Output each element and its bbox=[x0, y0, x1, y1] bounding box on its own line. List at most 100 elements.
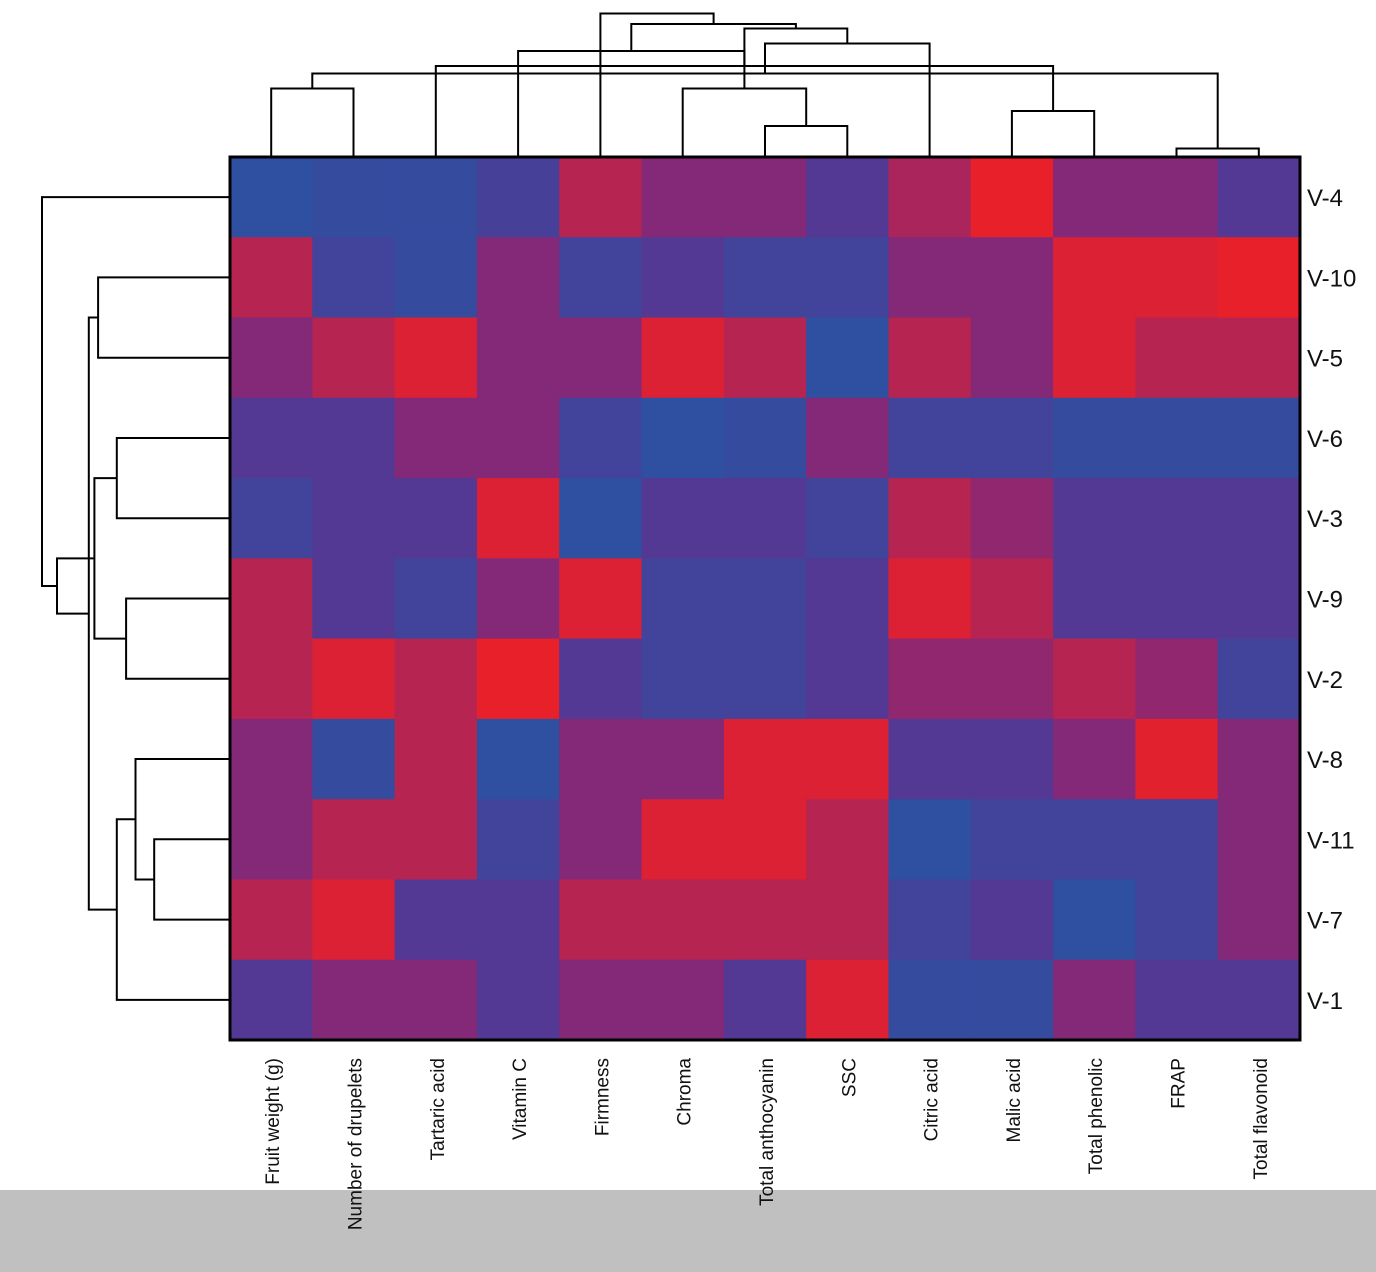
heatmap-cell-V-11-4 bbox=[476, 799, 560, 881]
heatmap-cell-V-7-4 bbox=[476, 879, 560, 961]
column-labels: Fruit weight (g) Number of drupelets Tarta… bbox=[263, 1058, 1272, 1231]
column-dendrogram-branch-2 bbox=[764, 125, 849, 156]
heatmap-cell-V-1-12 bbox=[1135, 959, 1219, 1041]
column-label-1: Fruit weight (g) bbox=[263, 1058, 284, 1185]
heatmap-cell-V-1-13 bbox=[1217, 959, 1301, 1041]
heatmap-cell-V-5-6 bbox=[641, 317, 725, 399]
heatmap-cell-V-11-12 bbox=[1135, 799, 1219, 881]
heatmap-cell-V-7-1 bbox=[230, 879, 313, 961]
heatmap-cell-V-7-13 bbox=[1217, 879, 1301, 961]
heatmap-cell-V-10-2 bbox=[312, 237, 396, 319]
heatmap-cell-V-11-1 bbox=[230, 799, 313, 881]
heatmap-cell-V-10-4 bbox=[476, 237, 560, 319]
heatmap-cell-V-4-12 bbox=[1135, 157, 1219, 238]
heatmap-cell-V-7-7 bbox=[723, 879, 807, 961]
heatmap-cell-V-2-1 bbox=[230, 638, 313, 720]
column-label-4: Vitamin C bbox=[510, 1058, 531, 1140]
heatmap-cell-V-10-10 bbox=[970, 237, 1054, 319]
heatmap-cell-V-4-2 bbox=[312, 157, 396, 238]
heatmap-cell-V-1-1 bbox=[230, 959, 313, 1041]
column-dendrogram-branch-3 bbox=[270, 87, 355, 156]
heatmap-cell-V-6-5 bbox=[559, 397, 643, 479]
heatmap-cell-V-9-4 bbox=[476, 558, 560, 640]
heatmap-cell-V-6-13 bbox=[1217, 397, 1301, 479]
heatmap-cell-V-9-3 bbox=[394, 558, 478, 640]
heatmap-cell-V-5-12 bbox=[1135, 317, 1219, 399]
heatmap-cell-V-5-11 bbox=[1053, 317, 1136, 399]
heatmap-cell-V-10-12 bbox=[1135, 237, 1219, 319]
heatmap-cell-V-10-7 bbox=[723, 237, 807, 319]
row-dendrogram-branch-3 bbox=[125, 597, 229, 680]
heatmap-cell-V-3-8 bbox=[806, 478, 890, 559]
row-dendrogram-branch-1 bbox=[97, 276, 229, 359]
column-label-10: Malic acid bbox=[1004, 1058, 1025, 1142]
heatmap-cell-V-4-13 bbox=[1217, 157, 1301, 238]
heatmap-cell-V-5-9 bbox=[888, 317, 972, 399]
heatmap-cell-V-4-5 bbox=[559, 157, 643, 238]
heatmap-cell-V-11-8 bbox=[806, 799, 890, 881]
heatmap-cell-V-6-1 bbox=[230, 397, 313, 479]
column-dendrogram-branch-5 bbox=[681, 87, 808, 156]
heatmap-cell-V-6-7 bbox=[723, 397, 807, 479]
heatmap-cell-V-8-13 bbox=[1217, 718, 1301, 800]
heatmap-cell-V-1-7 bbox=[723, 959, 807, 1041]
heatmap-cell-V-1-10 bbox=[970, 959, 1054, 1041]
heatmap-cell-V-7-6 bbox=[641, 879, 725, 961]
heatmap-cell-V-6-11 bbox=[1053, 397, 1136, 479]
heatmap-cell-V-6-9 bbox=[888, 397, 972, 479]
heatmap-cell-V-8-8 bbox=[806, 718, 890, 800]
heatmap-cell-V-6-4 bbox=[476, 397, 560, 479]
heatmap-cell-V-4-1 bbox=[230, 157, 313, 238]
heatmap-cell-V-2-3 bbox=[394, 638, 478, 720]
heatmap-cell-V-8-6 bbox=[641, 718, 725, 800]
heatmap-cell-V-8-10 bbox=[970, 718, 1054, 800]
heatmap-cell-V-3-7 bbox=[723, 478, 807, 559]
heatmap-cell-V-5-4 bbox=[476, 317, 560, 399]
heatmap-cell-V-7-8 bbox=[806, 879, 890, 961]
heatmap-cell-V-1-3 bbox=[394, 959, 478, 1041]
heatmap-cell-V-5-7 bbox=[723, 317, 807, 399]
heatmap-cell-V-3-11 bbox=[1053, 478, 1136, 559]
row-labels: V-4 V-10 V-5 V-6 V-3 V-9 V-2 V-8 V-11 V-7 V-1 bbox=[1307, 185, 1356, 1015]
heatmap-cell-V-6-6 bbox=[641, 397, 725, 479]
heatmap-cell-V-1-5 bbox=[559, 959, 643, 1041]
heatmap-cell-V-9-1 bbox=[230, 558, 313, 640]
heatmap-cell-V-8-3 bbox=[394, 718, 478, 800]
row-dendrogram bbox=[41, 196, 229, 1001]
heatmap-cell-V-2-6 bbox=[641, 638, 725, 720]
heatmap-cell-V-4-10 bbox=[970, 157, 1054, 238]
column-label-13: Total flavonoid bbox=[1251, 1058, 1272, 1179]
heatmap-cell-V-2-7 bbox=[723, 638, 807, 720]
heatmap-cell-V-10-8 bbox=[806, 237, 890, 319]
heatmap-cell-V-1-4 bbox=[476, 959, 560, 1041]
row-label-v-9: V-9 bbox=[1307, 587, 1343, 614]
heatmap-cell-V-2-12 bbox=[1135, 638, 1219, 720]
footer-gray-band bbox=[0, 1190, 1376, 1272]
row-dendrogram-branch-5 bbox=[134, 758, 229, 881]
heatmap-cell-V-11-11 bbox=[1053, 799, 1136, 881]
heatmap-cell-V-1-11 bbox=[1053, 959, 1136, 1041]
heatmap-cell-V-10-9 bbox=[888, 237, 972, 319]
heatmap-cell-V-4-6 bbox=[641, 157, 725, 238]
row-dendrogram-branch-7 bbox=[93, 477, 127, 640]
heatmap-cell-V-3-1 bbox=[230, 478, 313, 559]
column-label-7: Total anthocyanin bbox=[757, 1058, 778, 1206]
heatmap-cell-V-2-8 bbox=[806, 638, 890, 720]
column-label-9: Citric acid bbox=[922, 1058, 943, 1141]
heatmap-cell-V-9-6 bbox=[641, 558, 725, 640]
column-dendrogram bbox=[270, 12, 1260, 156]
heatmap-cell-V-5-1 bbox=[230, 317, 313, 399]
heatmap-cell-V-11-2 bbox=[312, 799, 396, 881]
row-label-v-8: V-8 bbox=[1307, 747, 1343, 774]
heatmap-cells bbox=[230, 157, 1301, 1041]
heatmap-cell-V-8-9 bbox=[888, 718, 972, 800]
heatmap-cell-V-6-3 bbox=[394, 397, 478, 479]
row-dendrogram-branch-10 bbox=[41, 196, 229, 587]
heatmap-cell-V-2-2 bbox=[312, 638, 396, 720]
heatmap-cell-V-9-9 bbox=[888, 558, 972, 640]
heatmap-cell-V-4-8 bbox=[806, 157, 890, 238]
heatmap-cell-V-10-5 bbox=[559, 237, 643, 319]
row-label-v-1: V-1 bbox=[1307, 988, 1343, 1015]
heatmap-cell-V-8-5 bbox=[559, 718, 643, 800]
heatmap-cell-V-2-13 bbox=[1217, 638, 1301, 720]
